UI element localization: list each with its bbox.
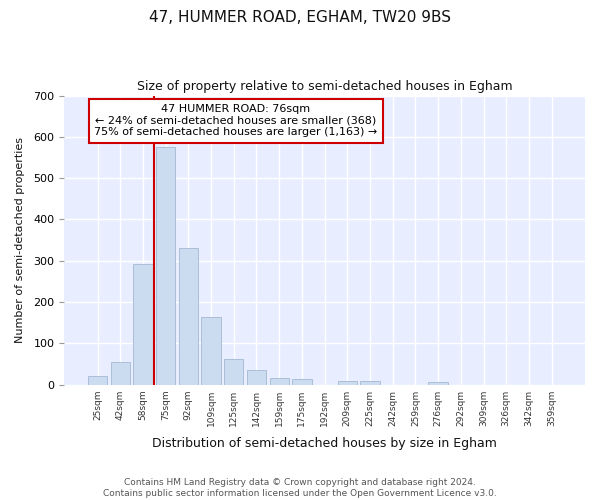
Bar xyxy=(110,362,130,384)
Bar xyxy=(361,382,380,384)
Text: 47 HUMMER ROAD: 76sqm
← 24% of semi-detached houses are smaller (368)
75% of sem: 47 HUMMER ROAD: 76sqm ← 24% of semi-deta… xyxy=(94,104,377,138)
Bar xyxy=(202,318,221,384)
Text: Contains HM Land Registry data © Crown copyright and database right 2024.
Contai: Contains HM Land Registry data © Crown c… xyxy=(103,478,497,498)
Bar xyxy=(88,376,107,384)
Bar xyxy=(156,147,175,384)
Bar xyxy=(338,382,357,384)
Bar xyxy=(269,378,289,384)
Bar xyxy=(292,380,311,384)
Bar xyxy=(224,359,244,384)
Title: Size of property relative to semi-detached houses in Egham: Size of property relative to semi-detach… xyxy=(137,80,512,93)
X-axis label: Distribution of semi-detached houses by size in Egham: Distribution of semi-detached houses by … xyxy=(152,437,497,450)
Y-axis label: Number of semi-detached properties: Number of semi-detached properties xyxy=(15,137,25,343)
Bar xyxy=(133,264,152,384)
Bar xyxy=(247,370,266,384)
Bar xyxy=(428,382,448,384)
Text: 47, HUMMER ROAD, EGHAM, TW20 9BS: 47, HUMMER ROAD, EGHAM, TW20 9BS xyxy=(149,10,451,25)
Bar xyxy=(179,248,198,384)
